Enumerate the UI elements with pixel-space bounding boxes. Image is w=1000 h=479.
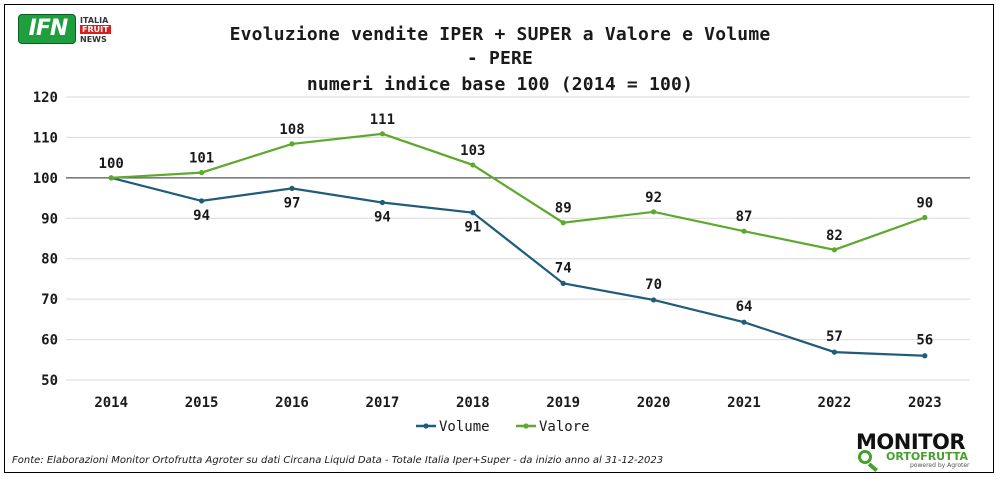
data-point-valore [199, 170, 205, 176]
data-point-volume [199, 198, 205, 204]
chart-frame [4, 4, 994, 473]
data-label-valore: 111 [370, 112, 395, 128]
x-tick-label: 2023 [908, 395, 942, 411]
data-label-volume: 64 [736, 299, 753, 315]
y-tick-label: 100 [33, 171, 58, 187]
legend-marker-volume [423, 423, 429, 429]
data-point-valore [289, 141, 295, 147]
x-tick-label: 2021 [727, 395, 761, 411]
data-point-volume [379, 199, 385, 206]
ifn-logo-line3: NEWS [80, 35, 107, 44]
data-label-valore: 82 [826, 228, 843, 244]
data-point-volume [651, 297, 657, 303]
data-label-valore: 87 [736, 209, 753, 225]
y-tick-label: 60 [41, 333, 58, 349]
data-label-valore: 90 [916, 195, 933, 211]
x-tick-label: 2020 [637, 395, 671, 411]
x-tick-label: 2017 [366, 395, 400, 411]
y-tick-label: 50 [41, 373, 58, 389]
monitor-logo-word: MONITOR [856, 430, 966, 454]
data-point-volume [922, 353, 928, 359]
data-label-volume: 74 [555, 260, 572, 276]
data-label-volume: 57 [826, 329, 843, 345]
data-point-valore [108, 175, 114, 181]
chart-title-line-2: - PERE [466, 48, 534, 69]
data-point-volume [560, 280, 566, 286]
y-tick-label: 110 [33, 130, 58, 146]
data-point-valore [651, 209, 657, 215]
chart-title-line-3: numeri indice base 100 (2014 = 100) [306, 74, 694, 95]
x-tick-label: 2018 [456, 395, 490, 411]
ifn-logo-line1: ITALIA [80, 16, 109, 25]
data-label-valore: 92 [645, 190, 662, 206]
data-point-valore [922, 214, 928, 221]
data-point-valore [470, 162, 476, 168]
x-tick-label: 2014 [94, 395, 128, 411]
legend-marker-valore [523, 423, 529, 429]
ifn-logo: IFN ITALIA FRUIT NEWS [18, 14, 124, 44]
data-label-valore: 100 [99, 156, 124, 172]
legend-label-valore: Valore [539, 419, 590, 435]
data-point-volume [741, 319, 747, 325]
data-label-volume: 97 [284, 195, 301, 211]
data-point-valore [741, 228, 747, 234]
chart-title-line-1: Evoluzione vendite IPER + SUPER a Valore… [229, 24, 771, 45]
y-tick-label: 120 [33, 90, 58, 106]
ortofrutta-logo-word: ORTOFRUTTA [886, 450, 969, 463]
series-line-volume [110, 176, 925, 357]
x-tick-label: 2015 [185, 395, 219, 411]
powered-by-text: powered by Agroter [910, 462, 970, 469]
data-label-valore: 101 [189, 151, 214, 167]
data-label-volume: 70 [645, 277, 662, 293]
data-label-volume: 56 [916, 333, 933, 349]
data-point-valore [831, 247, 838, 253]
magnifier-icon [858, 450, 872, 464]
data-point-valore [379, 131, 385, 137]
x-tick-label: 2022 [818, 395, 852, 411]
data-point-volume [470, 210, 476, 216]
ifn-logo-line2: FRUIT [80, 25, 111, 34]
data-label-valore: 103 [460, 143, 485, 159]
y-tick-label: 90 [41, 211, 58, 227]
x-tick-label: 2019 [546, 395, 580, 411]
y-tick-label: 80 [41, 252, 58, 268]
x-tick-label: 2016 [275, 395, 309, 411]
legend-label-volume: Volume [439, 419, 490, 435]
data-label-valore: 89 [555, 201, 572, 217]
data-point-valore [560, 220, 566, 226]
ifn-logo-mark: IFN [18, 14, 76, 44]
data-label-valore: 108 [279, 122, 304, 138]
monitor-ortofrutta-logo: MONITOR ORTOFRUTTA powered by Agroter [848, 430, 988, 472]
data-point-volume [289, 185, 295, 191]
data-label-volume: 94 [374, 210, 391, 226]
data-label-volume: 91 [464, 220, 481, 236]
y-tick-label: 70 [41, 292, 58, 308]
data-point-volume [831, 349, 838, 355]
series-line-valore [111, 132, 926, 251]
data-label-volume: 94 [193, 208, 210, 224]
source-footnote: Fonte: Elaborazioni Monitor Ortofrutta A… [12, 455, 664, 466]
